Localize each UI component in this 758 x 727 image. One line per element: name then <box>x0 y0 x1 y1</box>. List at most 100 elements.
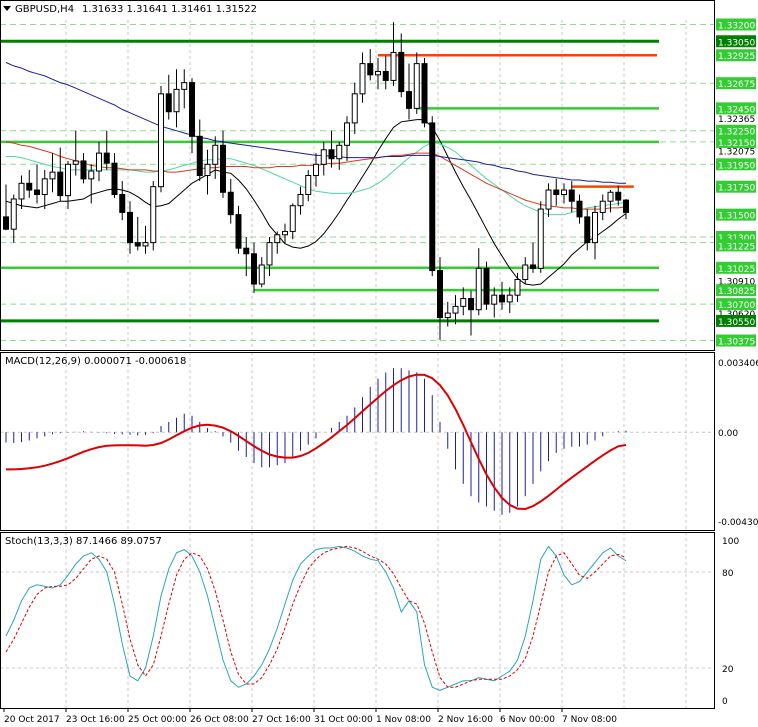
price-tag <box>716 208 756 221</box>
price-tick-label: 1.31225 <box>718 242 755 252</box>
time-label: 25 Oct 00:00 <box>128 715 187 725</box>
candle-body <box>127 211 133 244</box>
candle-body <box>398 51 405 93</box>
candle-body <box>103 152 110 164</box>
candle-body <box>429 122 436 272</box>
macd-tick-label: 0.003406 <box>718 359 758 369</box>
pane-frame <box>0 532 715 709</box>
candle-body <box>537 208 544 269</box>
candle-body <box>375 70 381 76</box>
time-axis: 20 Oct 2017 23 Oct 16:00 25 Oct 00:00 26 Oc… <box>3 708 617 725</box>
price-tick-label: 1.32450 <box>718 105 755 115</box>
candle-body <box>413 63 420 109</box>
candle-body <box>173 88 180 113</box>
candle-body <box>499 294 505 303</box>
symbol-label: GBPUSD,H4 <box>15 4 74 15</box>
price-tick-label: 1.31750 <box>718 184 755 194</box>
price-tag <box>716 314 756 327</box>
candle-body <box>367 63 374 76</box>
stoch-main-line <box>5 545 627 691</box>
candle-body <box>592 211 598 244</box>
fast-ma-line <box>5 119 627 286</box>
candle-body <box>615 191 622 201</box>
price-tag <box>716 102 756 115</box>
stoch-title: Stoch(13,3,3) 87.1466 89.0757 <box>5 536 162 547</box>
collapse-triangle-icon[interactable] <box>3 6 11 11</box>
candle-body <box>545 189 552 210</box>
candle-body <box>189 82 195 137</box>
candle-body <box>452 305 459 314</box>
price-tag <box>716 239 756 252</box>
candle-body <box>351 93 358 124</box>
candle-body <box>220 144 226 193</box>
candle-body <box>181 82 188 90</box>
candle-body <box>359 63 366 95</box>
candle-body <box>491 294 498 305</box>
candle-body <box>305 174 312 196</box>
stoch-axis: 100 80 20 0 <box>722 537 739 707</box>
price-tag <box>716 49 756 62</box>
time-label: 2 Nov 16:00 <box>438 715 493 725</box>
stoch-tick-label: 100 <box>722 537 739 547</box>
price-tick-label: 1.30910 <box>718 278 755 288</box>
pane-frames <box>0 0 715 709</box>
stoch-lines <box>5 545 627 691</box>
price-tick-label: 1.31300 <box>718 234 755 244</box>
candle-body <box>313 163 319 176</box>
candle-body <box>561 189 567 196</box>
candle-body <box>266 242 273 266</box>
candle-body <box>41 178 48 196</box>
candle-body <box>289 205 296 232</box>
candle-body <box>26 182 33 191</box>
candle-body <box>57 171 64 197</box>
candle-body <box>444 312 451 319</box>
price-tick-label: 1.31025 <box>718 265 755 275</box>
price-tick-label: 1.32075 <box>718 147 755 157</box>
candle-body <box>468 298 474 311</box>
price-tag <box>716 158 756 171</box>
candle-body <box>344 122 350 146</box>
price-tag <box>716 135 756 148</box>
stoch-grid <box>0 532 714 708</box>
price-tag <box>716 35 756 48</box>
candles <box>3 22 629 340</box>
time-label: 23 Oct 16:00 <box>66 715 125 725</box>
price-tick-label: 1.33050 <box>718 38 755 48</box>
price-tick-label: 1.32925 <box>718 52 755 62</box>
candle-body <box>134 242 141 247</box>
candle-body <box>96 152 102 172</box>
candle-body <box>460 298 467 307</box>
candle-body <box>514 279 521 296</box>
price-tick-label: 1.32675 <box>718 80 755 90</box>
candle-body <box>165 93 172 113</box>
candle-body <box>336 144 343 160</box>
candle-body <box>328 149 335 160</box>
stoch-tick-label: 80 <box>722 569 734 579</box>
candle-body <box>406 91 412 109</box>
price-tick-label: 1.33200 <box>718 21 755 31</box>
price-tick-label: 1.30550 <box>718 318 755 328</box>
price-tag <box>716 124 756 137</box>
time-label: 7 Nov 08:00 <box>562 715 617 725</box>
candle-body <box>421 63 428 124</box>
macd-grid <box>0 352 714 530</box>
candle-body <box>584 216 591 244</box>
candle-body <box>18 182 25 200</box>
candle-body <box>88 170 95 180</box>
price-tag <box>716 284 756 297</box>
candle-body <box>483 267 490 305</box>
candle-body <box>475 267 482 311</box>
price-tag <box>716 298 756 311</box>
candle-body <box>119 194 126 213</box>
candle-body <box>553 189 560 196</box>
candle-body <box>297 194 304 207</box>
stoch-signal-line <box>5 545 627 688</box>
candle-body <box>437 270 443 319</box>
price-tick-label: 1.30700 <box>718 301 755 311</box>
price-tick-label: 1.30825 <box>718 287 755 297</box>
price-tick-label: 1.31500 <box>718 212 755 222</box>
macd-axis: 0.003406 0.00 -0.004305 <box>718 359 758 528</box>
candle-body <box>251 253 257 285</box>
candle-body <box>390 51 397 81</box>
pane-frame <box>0 0 715 351</box>
